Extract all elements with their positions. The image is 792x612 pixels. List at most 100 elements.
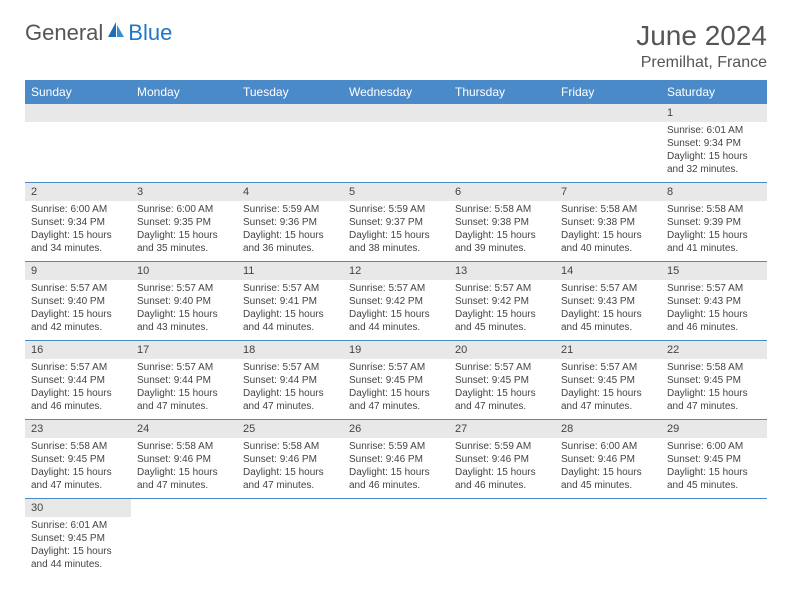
day-number-empty [449, 104, 555, 122]
day-line: Sunrise: 5:59 AM [349, 203, 443, 216]
day-line: Sunset: 9:38 PM [455, 216, 549, 229]
day-content: Sunrise: 5:58 AMSunset: 9:38 PMDaylight:… [449, 201, 555, 259]
day-content: Sunrise: 5:58 AMSunset: 9:38 PMDaylight:… [555, 201, 661, 259]
day-number: 11 [237, 262, 343, 280]
day-line: Daylight: 15 hours [31, 229, 125, 242]
calendar-cell [131, 104, 237, 183]
calendar-cell [131, 499, 237, 578]
day-line: and 34 minutes. [31, 242, 125, 255]
day-line: Daylight: 15 hours [667, 387, 761, 400]
day-line: Sunrise: 5:57 AM [349, 361, 443, 374]
day-line: Sunrise: 5:57 AM [561, 361, 655, 374]
day-line: Sunrise: 5:59 AM [243, 203, 337, 216]
calendar-cell: 11Sunrise: 5:57 AMSunset: 9:41 PMDayligh… [237, 262, 343, 341]
calendar-cell: 21Sunrise: 5:57 AMSunset: 9:45 PMDayligh… [555, 341, 661, 420]
day-line: Sunset: 9:46 PM [455, 453, 549, 466]
day-content: Sunrise: 5:59 AMSunset: 9:36 PMDaylight:… [237, 201, 343, 259]
day-line: and 45 minutes. [667, 479, 761, 492]
day-line: Sunrise: 5:59 AM [455, 440, 549, 453]
day-line: Sunrise: 6:00 AM [137, 203, 231, 216]
day-line: Daylight: 15 hours [455, 466, 549, 479]
day-line: and 39 minutes. [455, 242, 549, 255]
day-line: Sunset: 9:44 PM [243, 374, 337, 387]
calendar-cell: 12Sunrise: 5:57 AMSunset: 9:42 PMDayligh… [343, 262, 449, 341]
day-line: and 41 minutes. [667, 242, 761, 255]
day-content: Sunrise: 5:57 AMSunset: 9:44 PMDaylight:… [237, 359, 343, 417]
day-line: and 47 minutes. [243, 400, 337, 413]
day-number-empty [343, 104, 449, 122]
day-line: Daylight: 15 hours [243, 466, 337, 479]
calendar-cell [25, 104, 131, 183]
day-line: Sunrise: 6:01 AM [31, 519, 125, 532]
calendar-cell: 5Sunrise: 5:59 AMSunset: 9:37 PMDaylight… [343, 183, 449, 262]
day-content: Sunrise: 5:59 AMSunset: 9:46 PMDaylight:… [449, 438, 555, 496]
day-number: 20 [449, 341, 555, 359]
day-number: 7 [555, 183, 661, 201]
day-line: and 46 minutes. [455, 479, 549, 492]
calendar-row: 30Sunrise: 6:01 AMSunset: 9:45 PMDayligh… [25, 499, 767, 578]
day-line: and 45 minutes. [561, 321, 655, 334]
logo: General Blue [25, 20, 172, 46]
weekday-header: Saturday [661, 80, 767, 104]
day-content: Sunrise: 5:57 AMSunset: 9:42 PMDaylight:… [343, 280, 449, 338]
day-content: Sunrise: 5:57 AMSunset: 9:44 PMDaylight:… [131, 359, 237, 417]
weekday-header: Friday [555, 80, 661, 104]
day-line: Sunrise: 5:57 AM [349, 282, 443, 295]
day-line: Daylight: 15 hours [137, 308, 231, 321]
day-content: Sunrise: 5:57 AMSunset: 9:45 PMDaylight:… [343, 359, 449, 417]
day-line: Sunset: 9:45 PM [349, 374, 443, 387]
day-line: Sunset: 9:35 PM [137, 216, 231, 229]
day-number-empty [237, 104, 343, 122]
calendar-cell: 1Sunrise: 6:01 AMSunset: 9:34 PMDaylight… [661, 104, 767, 183]
day-line: and 46 minutes. [667, 321, 761, 334]
day-number: 23 [25, 420, 131, 438]
day-line: Daylight: 15 hours [561, 387, 655, 400]
day-line: Daylight: 15 hours [455, 387, 549, 400]
day-line: and 47 minutes. [137, 479, 231, 492]
day-line: Sunrise: 5:57 AM [667, 282, 761, 295]
day-number: 27 [449, 420, 555, 438]
day-number-empty [131, 104, 237, 122]
day-line: Sunrise: 5:57 AM [137, 282, 231, 295]
calendar-cell [449, 499, 555, 578]
day-line: and 47 minutes. [349, 400, 443, 413]
day-line: Sunset: 9:34 PM [667, 137, 761, 150]
day-number: 28 [555, 420, 661, 438]
calendar-cell [449, 104, 555, 183]
day-line: Sunrise: 5:57 AM [455, 361, 549, 374]
day-line: Daylight: 15 hours [561, 229, 655, 242]
weekday-header: Sunday [25, 80, 131, 104]
logo-text-blue: Blue [128, 20, 172, 46]
day-content: Sunrise: 5:59 AMSunset: 9:46 PMDaylight:… [343, 438, 449, 496]
day-line: and 47 minutes. [243, 479, 337, 492]
day-line: Sunrise: 5:57 AM [243, 361, 337, 374]
calendar-cell: 15Sunrise: 5:57 AMSunset: 9:43 PMDayligh… [661, 262, 767, 341]
calendar-cell: 28Sunrise: 6:00 AMSunset: 9:46 PMDayligh… [555, 420, 661, 499]
day-line: Daylight: 15 hours [455, 229, 549, 242]
day-number: 8 [661, 183, 767, 201]
day-line: and 45 minutes. [561, 479, 655, 492]
day-line: Daylight: 15 hours [137, 466, 231, 479]
day-content: Sunrise: 5:59 AMSunset: 9:37 PMDaylight:… [343, 201, 449, 259]
day-line: Sunset: 9:44 PM [137, 374, 231, 387]
day-content: Sunrise: 6:01 AMSunset: 9:34 PMDaylight:… [661, 122, 767, 180]
day-number: 30 [25, 499, 131, 517]
day-content: Sunrise: 6:00 AMSunset: 9:35 PMDaylight:… [131, 201, 237, 259]
day-line: Sunrise: 5:57 AM [561, 282, 655, 295]
day-line: Sunset: 9:45 PM [561, 374, 655, 387]
calendar-cell [343, 499, 449, 578]
day-content: Sunrise: 5:57 AMSunset: 9:43 PMDaylight:… [555, 280, 661, 338]
day-line: Sunrise: 5:58 AM [667, 203, 761, 216]
day-content: Sunrise: 5:57 AMSunset: 9:42 PMDaylight:… [449, 280, 555, 338]
calendar-cell: 27Sunrise: 5:59 AMSunset: 9:46 PMDayligh… [449, 420, 555, 499]
day-line: and 46 minutes. [349, 479, 443, 492]
day-number: 16 [25, 341, 131, 359]
calendar-cell: 17Sunrise: 5:57 AMSunset: 9:44 PMDayligh… [131, 341, 237, 420]
day-line: Sunset: 9:43 PM [561, 295, 655, 308]
day-line: and 40 minutes. [561, 242, 655, 255]
day-line: Sunset: 9:45 PM [667, 453, 761, 466]
day-line: Daylight: 15 hours [31, 545, 125, 558]
calendar-cell: 29Sunrise: 6:00 AMSunset: 9:45 PMDayligh… [661, 420, 767, 499]
day-line: and 47 minutes. [667, 400, 761, 413]
calendar-cell: 30Sunrise: 6:01 AMSunset: 9:45 PMDayligh… [25, 499, 131, 578]
